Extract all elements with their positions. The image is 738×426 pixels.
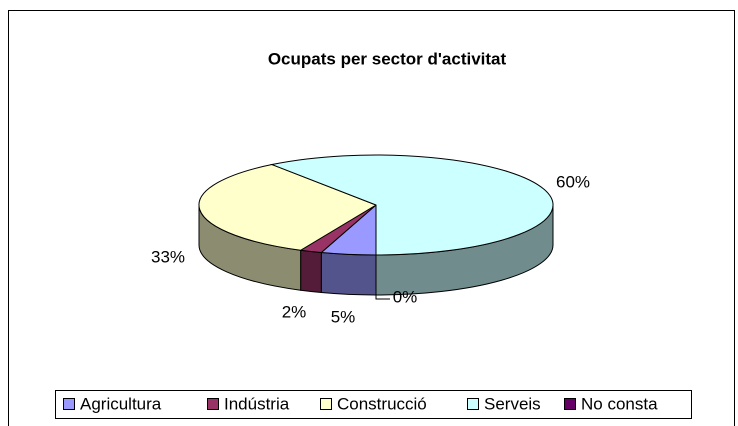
pie-slice bbox=[198, 164, 378, 251]
data-label: 60% bbox=[556, 172, 590, 191]
legend-label: Construcció bbox=[337, 394, 427, 413]
legend-box bbox=[55, 390, 692, 419]
legend-label: No consta bbox=[581, 394, 658, 413]
legend-swatch bbox=[207, 398, 219, 410]
pie-slice bbox=[270, 154, 554, 256]
pie-slice-side bbox=[300, 249, 322, 294]
legend-label: Agricultura bbox=[80, 394, 162, 413]
legend-swatch bbox=[320, 398, 332, 410]
data-label: 0% bbox=[393, 287, 418, 306]
legend-swatch bbox=[63, 398, 75, 410]
legend-swatch bbox=[467, 398, 479, 410]
pie-slice-side bbox=[320, 252, 377, 296]
legend-label: Serveis bbox=[484, 394, 541, 413]
legend-label: Indústria bbox=[224, 394, 290, 413]
data-label: 2% bbox=[282, 302, 307, 321]
legend-swatch bbox=[564, 398, 576, 410]
leader-line bbox=[375, 295, 390, 300]
chart-title: Ocupats per sector d'activitat bbox=[268, 49, 507, 68]
data-label: 5% bbox=[331, 307, 356, 326]
data-label: 33% bbox=[151, 247, 185, 266]
